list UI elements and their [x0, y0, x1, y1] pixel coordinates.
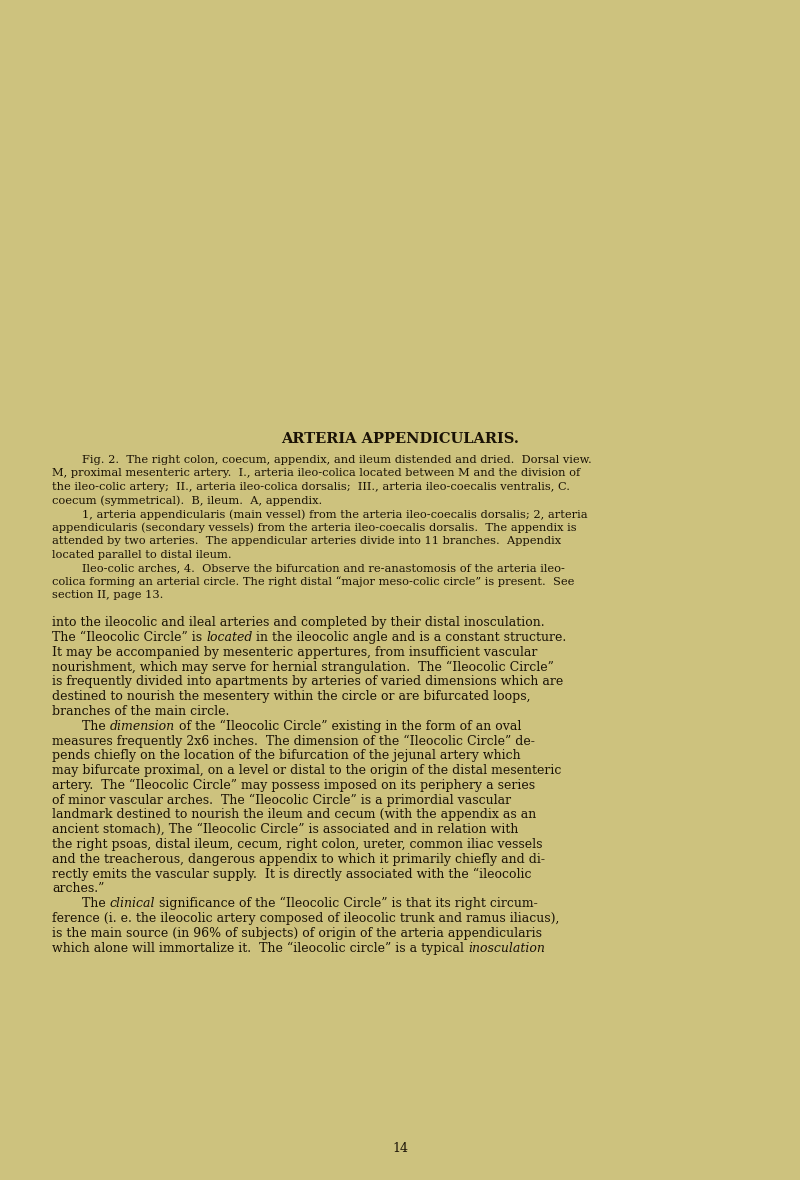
Text: M, proximal mesenteric artery.  I., arteria ileo-colica located between M and th: M, proximal mesenteric artery. I., arter…: [52, 468, 580, 479]
Text: destined to nourish the mesentery within the circle or are bifurcated loops,: destined to nourish the mesentery within…: [52, 690, 530, 703]
Text: is the main source (in 96% of subjects) of origin of the arteria appendicularis: is the main source (in 96% of subjects) …: [52, 926, 542, 939]
Text: the ileo-colic artery;  II., arteria ileo-colica dorsalis;  III., arteria ileo-c: the ileo-colic artery; II., arteria ileo…: [52, 481, 570, 492]
Text: artery.  The “Ileocolic Circle” may possess imposed on its periphery a series: artery. The “Ileocolic Circle” may posse…: [52, 779, 535, 792]
Text: 14: 14: [392, 1142, 408, 1155]
Text: inosculation: inosculation: [468, 942, 545, 955]
Text: Fig. 2.  The right colon, coecum, appendix, and ileum distended and dried.  Dors: Fig. 2. The right colon, coecum, appendi…: [82, 455, 592, 465]
Text: may bifurcate proximal, on a level or distal to the origin of the distal mesente: may bifurcate proximal, on a level or di…: [52, 763, 562, 776]
Text: located: located: [206, 631, 253, 644]
Text: landmark destined to nourish the ileum and cecum (with the appendix as an: landmark destined to nourish the ileum a…: [52, 808, 536, 821]
Text: the right psoas, distal ileum, cecum, right colon, ureter, common iliac vessels: the right psoas, distal ileum, cecum, ri…: [52, 838, 542, 851]
Text: located parallel to distal ileum.: located parallel to distal ileum.: [52, 550, 232, 559]
Text: ference (i. e. the ileocolic artery composed of ileocolic trunk and ramus iliacu: ference (i. e. the ileocolic artery comp…: [52, 912, 559, 925]
Text: nourishment, which may serve for hernial strangulation.  The “Ileocolic Circle”: nourishment, which may serve for hernial…: [52, 661, 554, 674]
Text: section II, page 13.: section II, page 13.: [52, 590, 163, 599]
Text: ancient stomach), The “Ileocolic Circle” is associated and in relation with: ancient stomach), The “Ileocolic Circle”…: [52, 824, 518, 837]
Text: It may be accompanied by mesenteric appertures, from insufficient vascular: It may be accompanied by mesenteric appe…: [52, 645, 538, 658]
Text: and the treacherous, dangerous appendix to which it primarily chiefly and di-: and the treacherous, dangerous appendix …: [52, 853, 545, 866]
Text: into the ileocolic and ileal arteries and completed by their distal inosculation: into the ileocolic and ileal arteries an…: [52, 616, 545, 629]
Text: significance of the “Ileocolic Circle” is that its right circum-: significance of the “Ileocolic Circle” i…: [155, 897, 538, 911]
Text: The: The: [82, 720, 110, 733]
Text: ARTERIA APPENDICULARIS.: ARTERIA APPENDICULARIS.: [281, 432, 519, 446]
Text: coecum (symmetrical).  B, ileum.  A, appendix.: coecum (symmetrical). B, ileum. A, appen…: [52, 496, 322, 506]
Text: is frequently divided into apartments by arteries of varied dimensions which are: is frequently divided into apartments by…: [52, 675, 563, 688]
Text: of the “Ileocolic Circle” existing in the form of an oval: of the “Ileocolic Circle” existing in th…: [175, 720, 522, 733]
Text: which alone will immortalize it.  The “ileocolic circle” is a typical: which alone will immortalize it. The “il…: [52, 942, 468, 955]
Text: pends chiefly on the location of the bifurcation of the jejunal artery which: pends chiefly on the location of the bif…: [52, 749, 521, 762]
Text: The: The: [82, 897, 110, 910]
Text: rectly emits the vascular supply.  It is directly associated with the “ileocolic: rectly emits the vascular supply. It is …: [52, 867, 531, 880]
Text: dimension: dimension: [110, 720, 175, 733]
Text: appendicularis (secondary vessels) from the arteria ileo-coecalis dorsalis.  The: appendicularis (secondary vessels) from …: [52, 523, 577, 533]
Text: in the ileocolic angle and is a constant structure.: in the ileocolic angle and is a constant…: [253, 631, 566, 644]
Text: attended by two arteries.  The appendicular arteries divide into 11 branches.  A: attended by two arteries. The appendicul…: [52, 536, 561, 546]
Text: colica forming an arterial circle. The right distal “major meso-colic circle” is: colica forming an arterial circle. The r…: [52, 577, 574, 588]
Text: measures frequently 2x6 inches.  The dimension of the “Ileocolic Circle” de-: measures frequently 2x6 inches. The dime…: [52, 734, 535, 748]
Text: clinical: clinical: [110, 897, 155, 910]
Text: The “Ileocolic Circle” is: The “Ileocolic Circle” is: [52, 631, 206, 644]
Text: Ileo-colic arches, 4.  Observe the bifurcation and re-anastomosis of the arteria: Ileo-colic arches, 4. Observe the bifurc…: [82, 563, 565, 573]
Text: branches of the main circle.: branches of the main circle.: [52, 704, 230, 717]
Text: 1, arteria appendicularis (main vessel) from the arteria ileo-coecalis dorsalis;: 1, arteria appendicularis (main vessel) …: [82, 509, 588, 519]
Text: arches.”: arches.”: [52, 883, 104, 896]
Text: of minor vascular arches.  The “Ileocolic Circle” is a primordial vascular: of minor vascular arches. The “Ileocolic…: [52, 794, 511, 807]
